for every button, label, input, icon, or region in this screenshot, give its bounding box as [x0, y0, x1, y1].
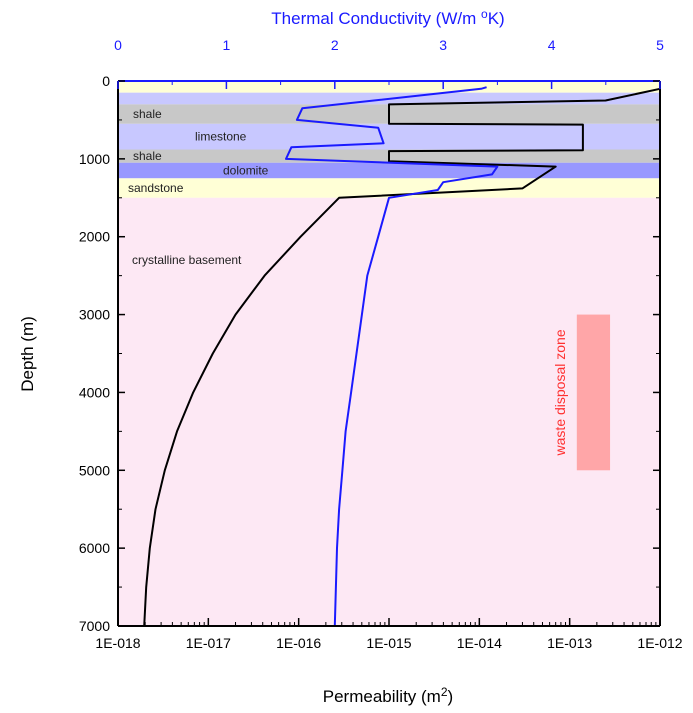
band-label-4: shale: [133, 149, 162, 163]
x-bottom-tick-label-3: 1E-015: [366, 635, 411, 651]
x-top-tick-label-5: 5: [656, 37, 664, 53]
y-tick-label-1: 1000: [79, 151, 110, 167]
x-top-tick-label-3: 3: [439, 37, 447, 53]
x-bottom-tick-label-0: 1E-018: [95, 635, 140, 651]
x-top-tick-label-2: 2: [331, 37, 339, 53]
y-tick-label-4: 4000: [79, 384, 110, 400]
band-label-5: dolomite: [223, 164, 269, 178]
x-bottom-tick-label-6: 1E-012: [637, 635, 682, 651]
x-bottom-tick-label-4: 1E-014: [457, 635, 502, 651]
y-tick-label-5: 5000: [79, 462, 110, 478]
band-7: [118, 197, 660, 627]
series-line-1: [285, 86, 499, 627]
y-tick-label-0: 0: [102, 73, 110, 89]
waste-disposal-zone-label: waste disposal zone: [552, 329, 568, 456]
band-5: [118, 162, 660, 179]
band-0: [118, 81, 660, 93]
y-axis-title: Depth (m): [18, 316, 37, 392]
waste-disposal-zone-box: [576, 314, 611, 471]
x-top-tick-label-4: 4: [548, 37, 556, 53]
y-tick-label-6: 6000: [79, 540, 110, 556]
x-top-tick-label-0: 0: [114, 37, 122, 53]
y-tick-label-2: 2000: [79, 229, 110, 245]
x-top-tick-label-1: 1: [223, 37, 231, 53]
series-line-0: [143, 87, 661, 627]
x-bottom-axis-title: Permeability (m2): [323, 685, 453, 706]
x-bottom-tick-label-1: 1E-017: [186, 635, 231, 651]
band-label-7: crystalline basement: [132, 253, 242, 267]
band-label-3: limestone: [195, 130, 247, 144]
annotation-layer: waste disposal zone: [552, 314, 611, 471]
layer-bands: [118, 81, 660, 627]
x-bottom-tick-label-5: 1E-013: [547, 635, 592, 651]
series-layer: [143, 86, 661, 627]
x-top-axis-title: Thermal Conductivity (W/m oK): [271, 7, 504, 28]
band-label-2: shale: [133, 107, 162, 121]
band-labels: shale limestone shale dolomite sandstone crys…: [128, 107, 269, 267]
band-3: [118, 123, 660, 150]
x-bottom-tick-label-2: 1E-016: [276, 635, 321, 651]
y-tick-label-7: 7000: [79, 618, 110, 634]
band-label-6: sandstone: [128, 181, 184, 195]
y-tick-label-3: 3000: [79, 307, 110, 323]
band-6: [118, 178, 660, 198]
